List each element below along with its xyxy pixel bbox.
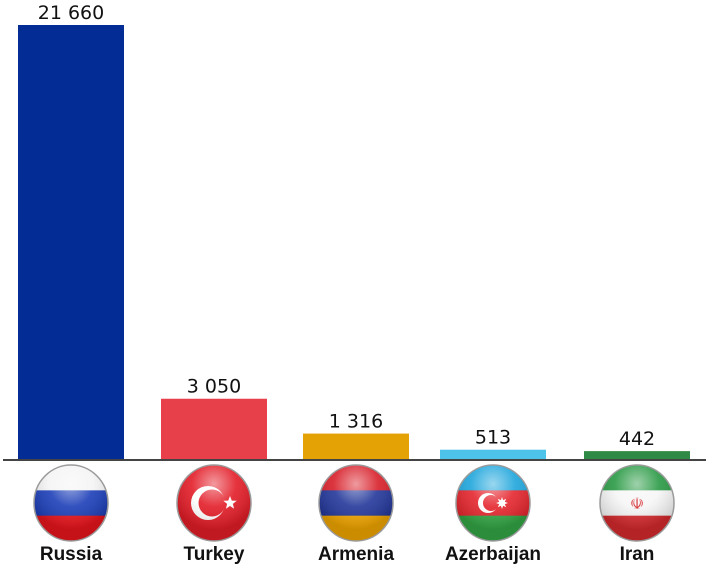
azerbaijan-flag-icon [455,464,531,542]
value-label: 21 660 [38,2,104,24]
russia-flag-icon [33,464,109,542]
bar-iran [584,451,690,460]
bar-turkey [161,398,267,460]
value-label: 3 050 [187,376,241,398]
value-label: 513 [475,427,511,449]
category-label: Russia [40,544,103,565]
category-label: Iran [620,544,655,565]
category-label: Armenia [318,544,394,565]
turkey-flag-icon [176,464,252,542]
bar-armenia [303,433,409,460]
iran-flag-icon: ☫ [599,464,675,542]
bar-russia [18,25,124,460]
bar-azerbaijan [440,449,546,460]
value-label: 442 [619,428,655,450]
category-label: Turkey [184,544,245,565]
armenia-flag-icon [318,464,394,542]
value-label: 1 316 [329,411,383,433]
category-label: Azerbaijan [445,544,541,565]
